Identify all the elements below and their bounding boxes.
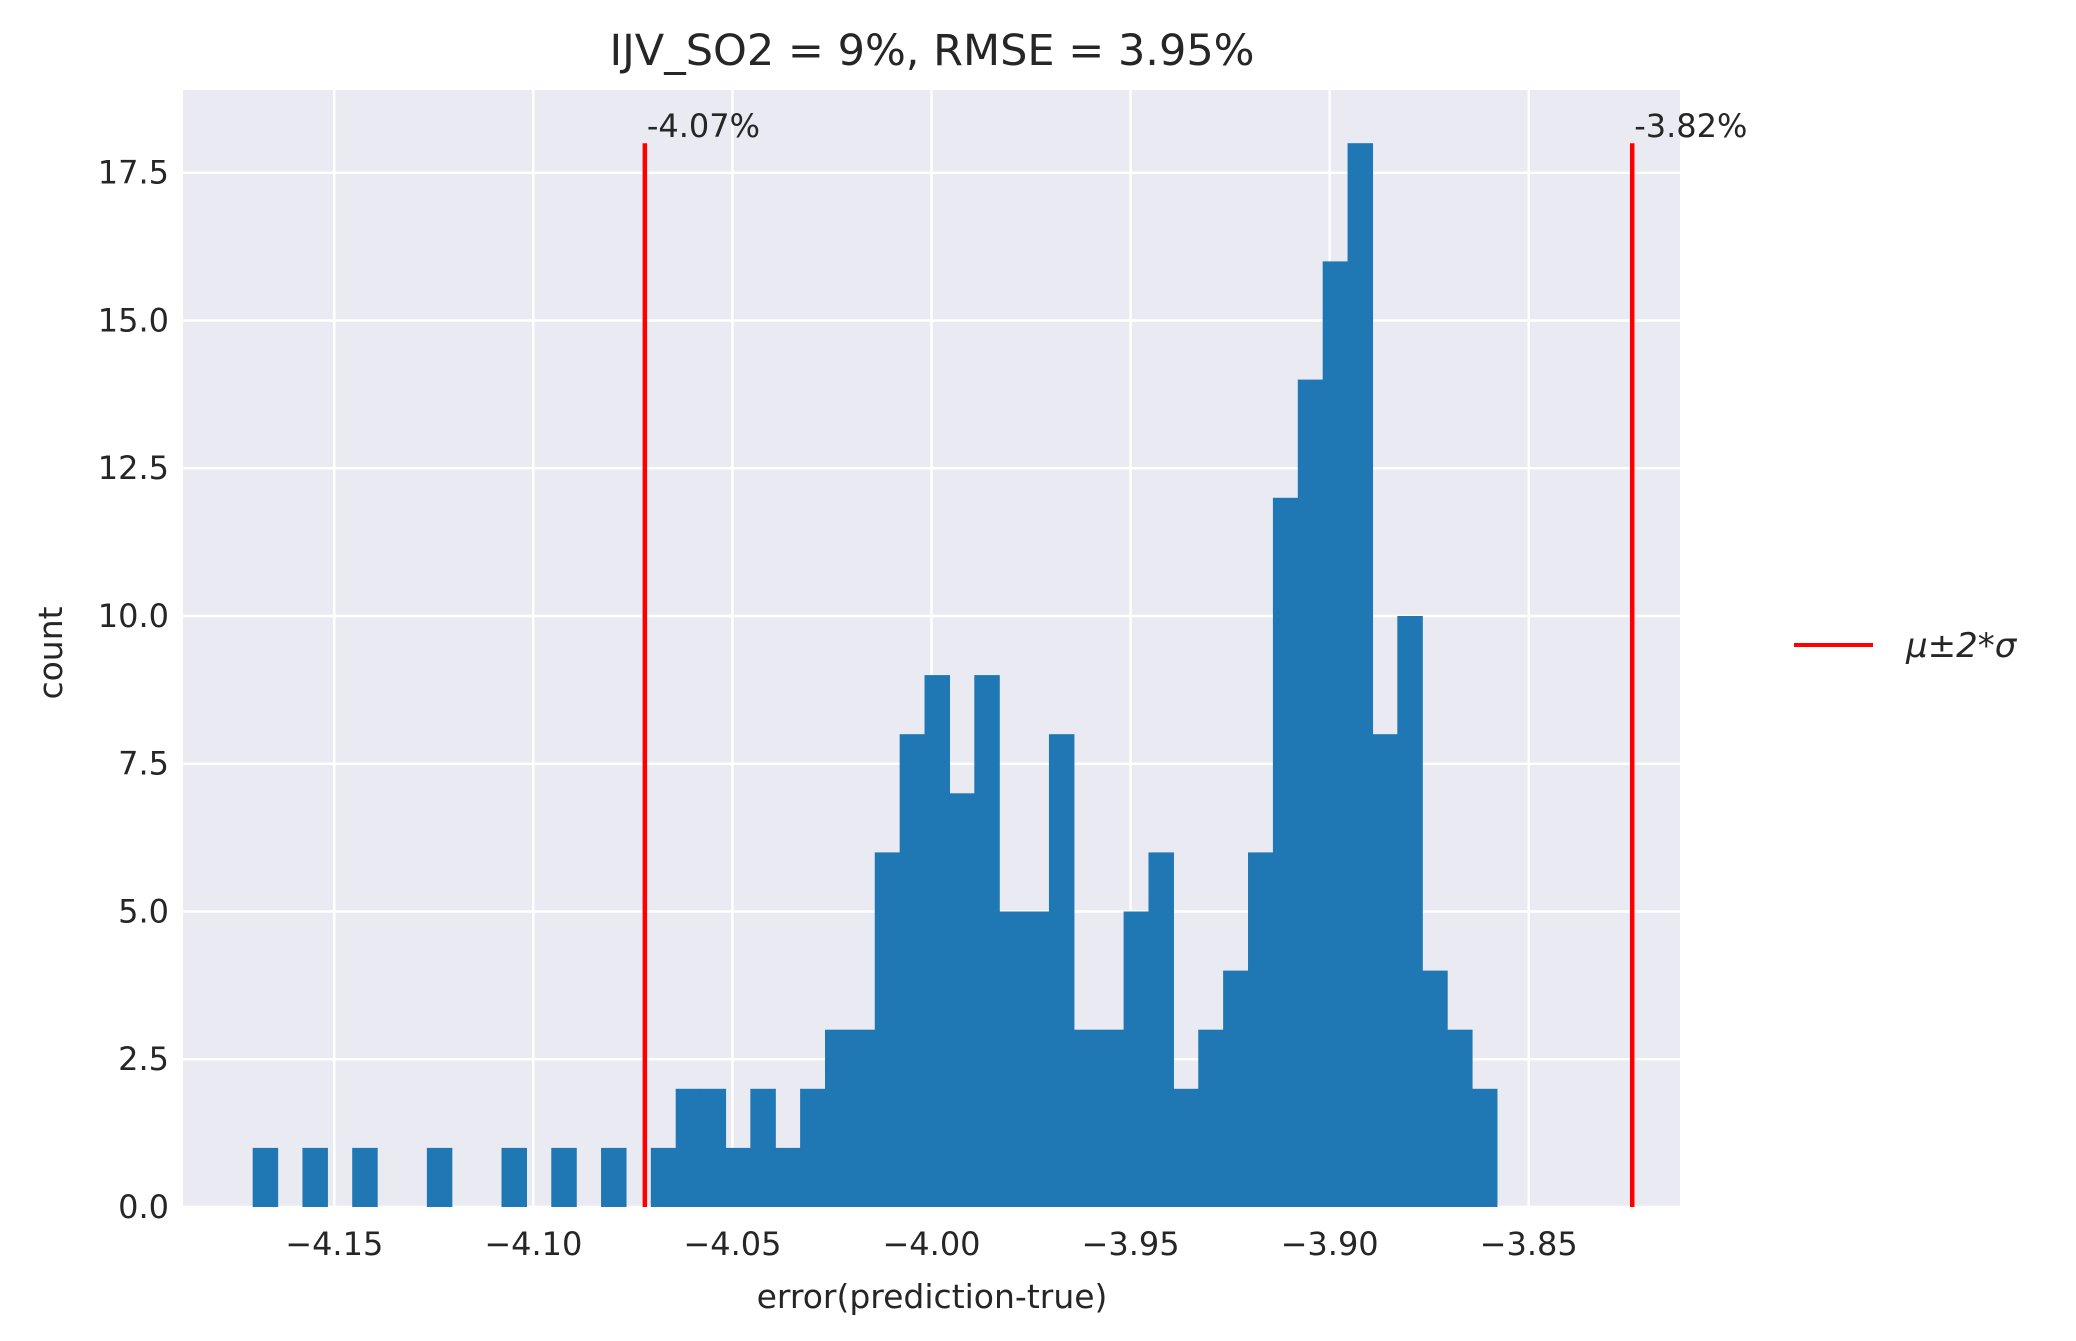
histogram-bar [750, 1088, 776, 1207]
histogram-bar [924, 675, 951, 1207]
y-tick-label: 12.5 [98, 449, 169, 487]
histogram-bar [1173, 1088, 1199, 1207]
y-tick-label: 10.0 [98, 597, 169, 635]
histogram-bar [252, 1147, 279, 1207]
x-tick-label: −3.85 [1480, 1225, 1578, 1263]
y-tick-label: 15.0 [98, 301, 169, 339]
x-tick-label: −4.10 [484, 1225, 582, 1263]
sigma-bound-label: -3.82% [1634, 107, 1747, 145]
histogram-bar [849, 1029, 876, 1207]
histogram-bar [302, 1147, 328, 1207]
histogram-bar [1422, 970, 1448, 1207]
x-tick-label: −3.90 [1281, 1225, 1379, 1263]
y-tick-label: 0.0 [118, 1188, 169, 1226]
histogram-bar [501, 1147, 527, 1207]
histogram-bar [775, 1147, 801, 1207]
histogram-bar [1098, 1029, 1125, 1207]
histogram-bar [1073, 1029, 1100, 1207]
histogram-bar [725, 1147, 751, 1207]
histogram-bar [675, 1088, 702, 1207]
x-tick-label: −3.95 [1082, 1225, 1180, 1263]
histogram-bar [1223, 970, 1249, 1207]
histogram-bar [949, 793, 975, 1207]
legend: μ±2*σ [1794, 626, 2018, 666]
histogram-bar [352, 1147, 378, 1207]
histogram-bar [601, 1147, 627, 1207]
histogram-bar [700, 1088, 727, 1207]
histogram-bar [650, 1147, 677, 1207]
plot-area: −4.15 −4.10 −4.05 −4.00 −3.95 −3.90 −3.85 0.0 2.… [98, 90, 1747, 1263]
y-tick-label: 17.5 [98, 154, 169, 192]
x-tick-label: −4.05 [683, 1225, 781, 1263]
y-tick-label: 5.0 [118, 892, 169, 930]
y-tick-label: 2.5 [118, 1040, 169, 1078]
chart-title: IJV_SO2 = 9%, RMSE = 3.95% [609, 26, 1254, 76]
histogram-bar [551, 1147, 577, 1207]
histogram-bar [1447, 1029, 1473, 1207]
x-axis-label: error(prediction-true) [757, 1277, 1108, 1316]
x-tick-label: −4.00 [882, 1225, 980, 1263]
histogram-bar [1372, 734, 1398, 1207]
histogram-bar [1148, 852, 1174, 1207]
histogram-bar [874, 852, 901, 1207]
sigma-bound-label: -4.07% [647, 107, 760, 145]
histogram-bar [1471, 1088, 1498, 1207]
histogram-bar [1347, 143, 1374, 1208]
histogram-bar [1248, 852, 1274, 1207]
y-axis-label: count [31, 606, 70, 699]
histogram-bar [426, 1147, 453, 1207]
histogram-bar [974, 675, 1000, 1207]
histogram-bar [999, 911, 1025, 1207]
x-tick-label: −4.15 [285, 1225, 383, 1263]
histogram-bar [1198, 1029, 1224, 1207]
histogram-bar [1297, 379, 1324, 1207]
histogram-bar [800, 1088, 826, 1207]
histogram-bar [824, 1029, 851, 1207]
histogram-bar [1322, 261, 1349, 1207]
histogram-bar [1048, 734, 1075, 1207]
y-tick-label: 7.5 [118, 745, 169, 783]
histogram-bar [1397, 615, 1423, 1207]
histogram-bar [1123, 911, 1150, 1207]
histogram-bar [1024, 911, 1050, 1207]
histogram-bar [1272, 497, 1299, 1207]
histogram-bar [899, 734, 926, 1207]
legend-label: μ±2*σ [1905, 626, 2018, 666]
